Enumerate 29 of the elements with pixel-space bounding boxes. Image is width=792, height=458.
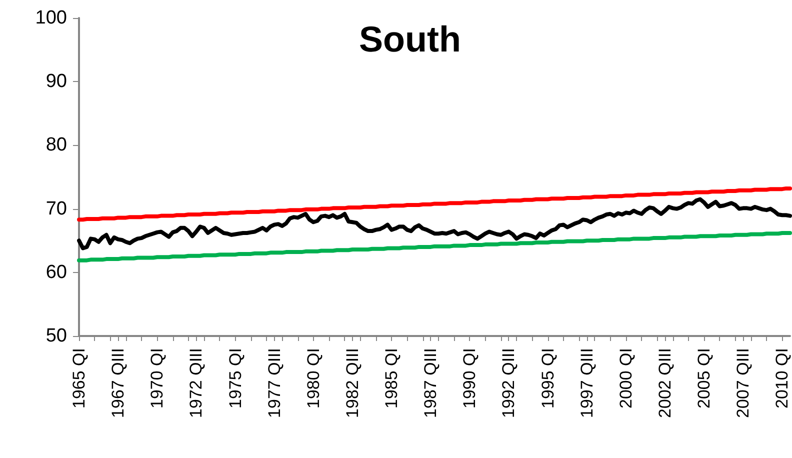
x-tick-label: 1997 QIII [577, 348, 596, 418]
x-tick-label: 1992 QIII [499, 348, 518, 418]
x-tick-label: 1990 QI [460, 348, 480, 408]
line-series [77, 230, 792, 262]
x-tick-label: 2010 QI [772, 348, 792, 408]
line-series [77, 186, 792, 222]
x-tick-label: 1970 QI [148, 348, 167, 408]
x-tick-label: 1987 QIII [421, 348, 440, 418]
y-tick-label: 50 [46, 326, 67, 346]
y-tick-label: 90 [46, 71, 67, 92]
x-tick-label: 2007 QIII [734, 348, 753, 418]
x-tick-label: 1975 QI [226, 348, 245, 408]
x-tick-label: 1982 QIII [342, 348, 362, 418]
x-tick-label: 2002 QIII [655, 348, 674, 418]
x-tick-label: 1965 QI [70, 348, 88, 408]
y-tick-label: 60 [46, 262, 67, 283]
y-tick-label: 100 [35, 8, 67, 28]
x-tick-label: 1977 QIII [264, 348, 284, 418]
y-tick-label: 80 [46, 134, 67, 156]
x-tick-label: 2005 QI [694, 348, 714, 408]
x-tick-label: 1980 QI [304, 348, 323, 408]
y-tick-label: 70 [46, 198, 67, 220]
line-series [77, 197, 792, 250]
x-tick-label: 1972 QIII [186, 348, 206, 418]
x-tick-label: 1995 QI [538, 348, 558, 408]
x-tick-label: 1967 QIII [108, 348, 128, 418]
x-tick-label: 1985 QI [382, 348, 402, 408]
chart-title: South [359, 18, 461, 60]
x-tick-label: 2000 QI [616, 348, 636, 408]
